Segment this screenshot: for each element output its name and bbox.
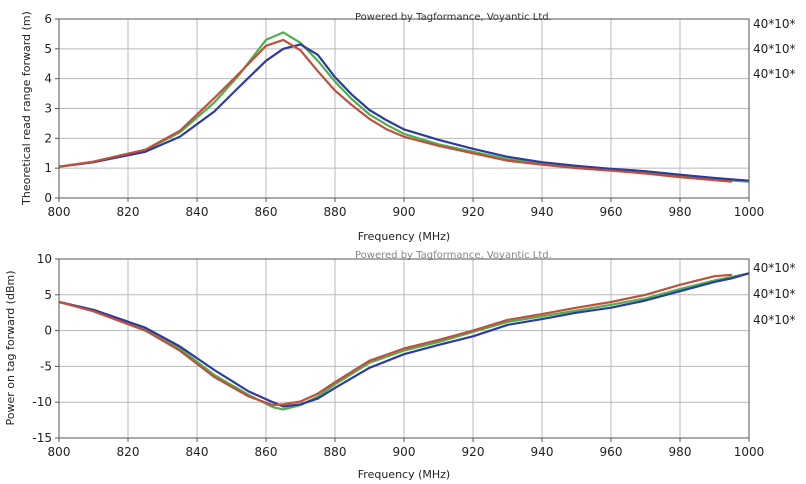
y-tick-label: 10: [37, 252, 52, 266]
x-tick-label: 820: [117, 205, 140, 219]
y-tick-label: -15: [32, 431, 52, 445]
series-line: [58, 272, 750, 408]
y-ticks: -15 -10 -5 0 5 10: [32, 252, 59, 445]
x-tick-label: 860: [255, 445, 278, 459]
series-group: [58, 272, 750, 411]
legend-label: 40*10*: [753, 313, 796, 327]
x-tick-label: 840: [186, 445, 209, 459]
x-tick-label: 980: [669, 205, 692, 219]
x-tick-label: 900: [393, 445, 416, 459]
power-on-tag-chart: 800 820 840 860 880 900 920 940 960 980 1000 -15-1…: [4, 250, 796, 481]
credit-text: Powered by Tagformance, Voyantic Ltd.: [355, 12, 552, 23]
y-tick-label: 4: [44, 72, 52, 86]
x-ticks: 800 820 840 860 880 900 920 940 960 980 1000: [48, 438, 765, 459]
series-group: [58, 31, 750, 183]
legend-label: 40*10*: [753, 17, 796, 31]
read-range-chart: 800 820 840 860 880 900 920 940 960 980 1000 0 1 2 3 4…: [20, 11, 796, 243]
y-axis-label: Power on tag forward (dBm): [4, 271, 17, 426]
y-tick-label: 0: [44, 324, 52, 338]
x-tick-label: 940: [531, 205, 554, 219]
y-tick-label: 2: [44, 131, 52, 145]
series-line: [58, 38, 732, 183]
y-tick-label: 5: [44, 288, 52, 302]
series-line: [58, 273, 732, 407]
y-ticks: 0 1 2 3 4 5 6: [44, 12, 59, 205]
x-tick-label: 960: [600, 445, 623, 459]
x-axis-label: Frequency (MHz): [358, 230, 450, 243]
x-axis-label: Frequency (MHz): [358, 468, 450, 481]
x-tick-label: 840: [186, 205, 209, 219]
y-tick-label: 0: [44, 191, 52, 205]
y-tick-label: -5: [40, 359, 52, 373]
y-axis-label: Theoretical read range forward (m): [20, 11, 33, 206]
y-tick-label: 6: [44, 12, 52, 26]
x-tick-label: 980: [669, 445, 692, 459]
legend-label: 40*10*: [753, 42, 796, 56]
y-tick-label: -10: [32, 395, 52, 409]
x-tick-label: 940: [531, 445, 554, 459]
x-tick-label: 860: [255, 205, 278, 219]
x-tick-label: 900: [393, 205, 416, 219]
y-tick-label: 5: [44, 42, 52, 56]
x-ticks: 800 820 840 860 880 900 920 940 960 980 1000: [48, 198, 765, 219]
x-tick-label: 960: [600, 205, 623, 219]
x-tick-label: 880: [324, 205, 347, 219]
x-tick-label: 800: [48, 205, 71, 219]
legend: 40*10* 40*10* 40*10*: [753, 261, 796, 327]
legend-label: 40*10*: [753, 287, 796, 301]
series-line: [58, 43, 750, 182]
x-tick-label: 1000: [734, 445, 765, 459]
legend-label: 40*10*: [753, 67, 796, 81]
legend: 40*10* 40*10* 40*10*: [753, 17, 796, 81]
credit-text: Powered by Tagformance, Voyantic Ltd.: [355, 250, 552, 261]
x-tick-label: 800: [48, 445, 71, 459]
x-tick-label: 820: [117, 445, 140, 459]
legend-label: 40*10*: [753, 261, 796, 275]
x-tick-label: 1000: [734, 205, 765, 219]
series-line: [58, 272, 750, 411]
x-tick-label: 920: [462, 205, 485, 219]
x-tick-label: 920: [462, 445, 485, 459]
y-tick-label: 3: [44, 102, 52, 116]
x-tick-label: 880: [324, 445, 347, 459]
y-tick-label: 1: [44, 161, 52, 175]
